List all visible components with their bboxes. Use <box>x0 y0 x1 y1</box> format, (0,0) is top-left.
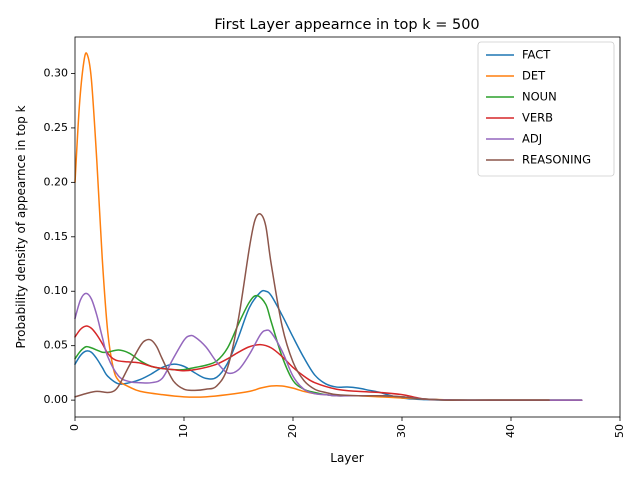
y-tick-label: 0.15 <box>44 230 69 243</box>
x-axis-label: Layer <box>330 451 364 465</box>
y-tick-label: 0.05 <box>44 339 69 352</box>
legend-label-adj: ADJ <box>522 132 542 146</box>
x-tick-label: 40 <box>504 424 517 438</box>
x-tick-label: 20 <box>286 424 299 438</box>
x-tick-label: 30 <box>395 424 408 438</box>
y-tick-label: 0.20 <box>44 175 69 188</box>
y-tick-label: 0.10 <box>44 284 69 297</box>
x-tick-label: 10 <box>177 424 190 438</box>
legend-label-det: DET <box>522 69 546 83</box>
legend-label-verb: VERB <box>522 111 553 125</box>
x-tick-label: 50 <box>613 424 626 438</box>
y-axis-label: Probability density of appearnce in top … <box>14 105 28 348</box>
legend-label-reasoning: REASONING <box>522 153 591 167</box>
series-line-verb <box>74 325 583 401</box>
chart-title: First Layer appearnce in top k = 500 <box>214 17 479 33</box>
legend: FACT DET NOUN VERB ADJ REASONING <box>477 41 615 177</box>
y-tick-label: 0.00 <box>44 393 69 406</box>
axes-frame <box>74 36 621 418</box>
y-tick-label: 0.25 <box>44 121 69 134</box>
legend-label-noun: NOUN <box>522 90 557 104</box>
series-line-reasoning <box>74 212 550 401</box>
x-axis-ticks: 0 10 20 30 40 50 <box>68 417 626 438</box>
y-tick-label: 0.30 <box>44 66 69 79</box>
x-tick-label: 0 <box>68 424 81 431</box>
legend-label-fact: FACT <box>522 48 551 62</box>
plot-lines <box>74 52 583 401</box>
y-axis-ticks: 0.00 0.05 0.10 0.15 0.20 0.25 0.30 <box>44 66 75 406</box>
